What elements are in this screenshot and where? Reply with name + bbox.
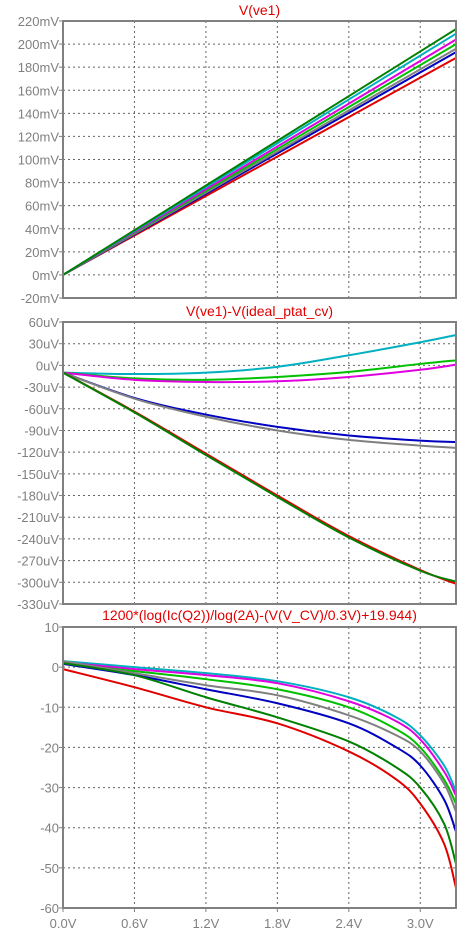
- pane-log-ic-expression: 10 0 -10 -20 -30 -40 -50 -600.0V 0.6V 1.2V 1.8V 2.4…: [40, 607, 457, 931]
- series-line-5: [62, 371, 457, 449]
- y-tick-label: 180mV: [18, 60, 60, 75]
- series-line-6: [62, 662, 457, 865]
- y-tick-label: -210uV: [17, 510, 59, 525]
- plot-frame: [62, 321, 457, 605]
- y-tick-label: 120mV: [18, 129, 60, 144]
- series-line-7: [62, 28, 457, 276]
- pane-ve1: 220mV 200mV 180mV 160mV 140mV 120mV 100mV 80mV 6…: [18, 2, 457, 306]
- y-tick-label: -240uV: [17, 532, 59, 547]
- x-tick-label: 2.4V: [335, 916, 362, 931]
- plot-title: V(ve1)-V(ideal_ptat_cv): [186, 303, 333, 319]
- x-tick-label: 3.0V: [407, 916, 434, 931]
- y-tick-label: -90uV: [24, 423, 59, 438]
- y-tick-label: 220mV: [18, 14, 60, 29]
- y-tick-label: -20mV: [21, 291, 60, 306]
- y-tick-label: -30: [40, 781, 59, 796]
- y-tick-label: -270uV: [17, 554, 59, 569]
- y-tick-label: 40mV: [25, 222, 59, 237]
- y-tick-label: -300uV: [17, 575, 59, 590]
- x-tick-label: 1.8V: [264, 916, 291, 931]
- y-tick-label: -180uV: [17, 489, 59, 504]
- series-line-3: [62, 662, 457, 805]
- series-line-3: [62, 363, 457, 384]
- plot-frame: [62, 20, 457, 299]
- y-tick-label: 80mV: [25, 176, 59, 191]
- plot-frame: [62, 626, 457, 909]
- x-tick-label: 0.0V: [50, 916, 77, 931]
- y-tick-label: 0: [52, 660, 59, 675]
- x-tick-label: 0.6V: [121, 916, 148, 931]
- y-tick-label: -30uV: [24, 380, 59, 395]
- y-tick-label: -50: [40, 861, 59, 876]
- series-line-5: [62, 662, 457, 833]
- x-tick-label: 1.2V: [193, 916, 220, 931]
- pane-ve1-minus-ideal-ptat: 60uV 30uV 0uV -30uV -60uV -90uV -120uV -150uV -1…: [17, 303, 457, 612]
- y-tick-label: -60uV: [24, 402, 59, 417]
- y-tick-label: -40: [40, 821, 59, 836]
- y-tick-label: 60uV: [29, 315, 60, 330]
- y-tick-label: 100mV: [18, 153, 60, 168]
- y-tick-label: 0mV: [32, 268, 59, 283]
- y-tick-label: 140mV: [18, 106, 60, 121]
- y-tick-label: -20: [40, 740, 59, 755]
- y-tick-label: 30uV: [29, 337, 60, 352]
- series-line-7: [62, 668, 457, 889]
- series-line-7: [62, 371, 457, 583]
- plot-title: 1200*(log(Ic(Q2))/log(2A)-(V(V_CV)/0.3V)…: [102, 607, 417, 623]
- y-tick-label: -330uV: [17, 597, 59, 612]
- y-tick-label: 0uV: [36, 358, 59, 373]
- y-tick-label: -120uV: [17, 445, 59, 460]
- series-line-1: [62, 334, 457, 376]
- series-line-2: [62, 359, 457, 381]
- plot-title: V(ve1): [239, 2, 280, 18]
- series-line-4: [62, 660, 457, 813]
- y-tick-label: 60mV: [25, 199, 59, 214]
- series-line-2: [62, 661, 457, 797]
- y-tick-label: -60: [40, 901, 59, 916]
- y-tick-label: 20mV: [25, 245, 59, 260]
- y-tick-label: 160mV: [18, 83, 60, 98]
- y-tick-label: -10: [40, 700, 59, 715]
- y-tick-label: -150uV: [17, 467, 59, 482]
- y-tick-label: 200mV: [18, 37, 60, 52]
- y-tick-label: 10: [45, 620, 59, 635]
- series-line-1: [62, 660, 457, 793]
